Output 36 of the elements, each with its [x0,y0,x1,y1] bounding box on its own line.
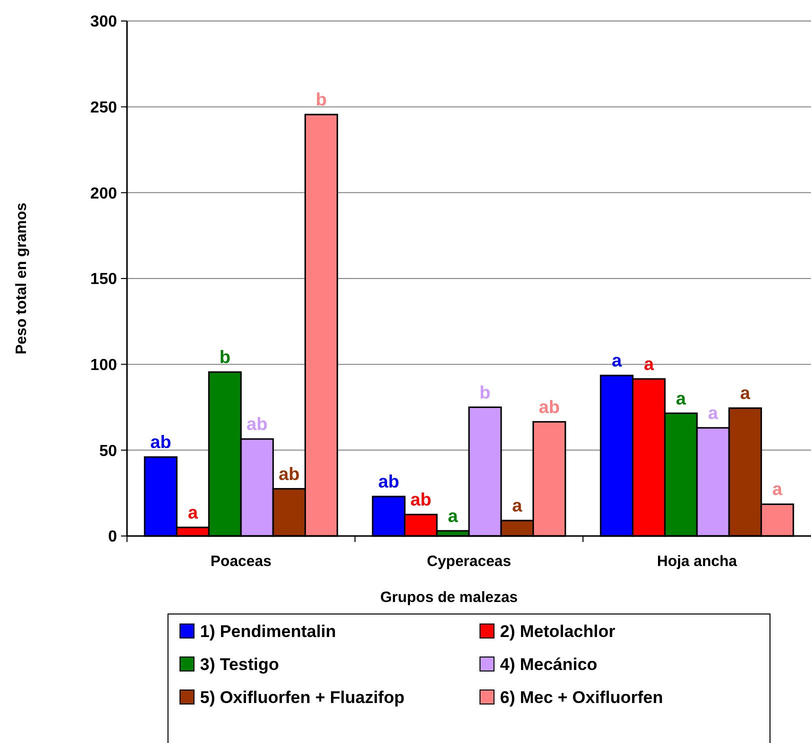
y-tick-label: 150 [90,271,118,288]
y-axis-title: Peso total en gramos [13,202,30,354]
annotation: a [644,354,655,374]
annotation: ab [246,414,268,434]
y-tick-label: 200 [90,185,118,202]
y-tick-label: 50 [99,442,118,460]
annotation: ab [150,432,172,452]
legend-label: 4) Mecánico [500,654,598,674]
annotation: ab [538,396,560,417]
annotation: a [512,496,524,516]
x-tick-label: Cyperaceas [426,553,512,570]
annotation: a [772,479,784,500]
legend-label: 3) Testigo [200,654,280,674]
annotation: b [316,90,327,110]
annotation: a [708,402,720,423]
annotation: a [740,383,752,404]
annotation: b [219,347,230,368]
annotation: b [480,382,491,402]
x-tick-label: Poaceas [210,553,272,570]
legend-label: 6) Mec + Oxifluorfen [500,688,663,707]
y-tick-label: 0 [108,528,118,546]
y-tick-label: 250 [90,99,118,116]
x-tick-label: Hoja ancha [656,553,738,570]
x-axis-title: Grupos de malezas [380,589,518,606]
y-tick-label: 300 [90,14,118,31]
y-tick-label: 100 [90,356,118,374]
annotation: ab [278,464,300,484]
annotation: a [676,388,687,408]
annotation: ab [410,490,432,510]
annotation: ab [378,472,400,492]
legend-label: 2) Metolachlor [500,622,616,641]
legend-label: 5) Oxifluorfen + Fluazifop [200,688,404,707]
legend-label: 1) Pendimentalin [200,622,336,641]
annotation: a [188,502,199,522]
annotation: a [448,506,459,526]
annotation: a [612,350,623,370]
